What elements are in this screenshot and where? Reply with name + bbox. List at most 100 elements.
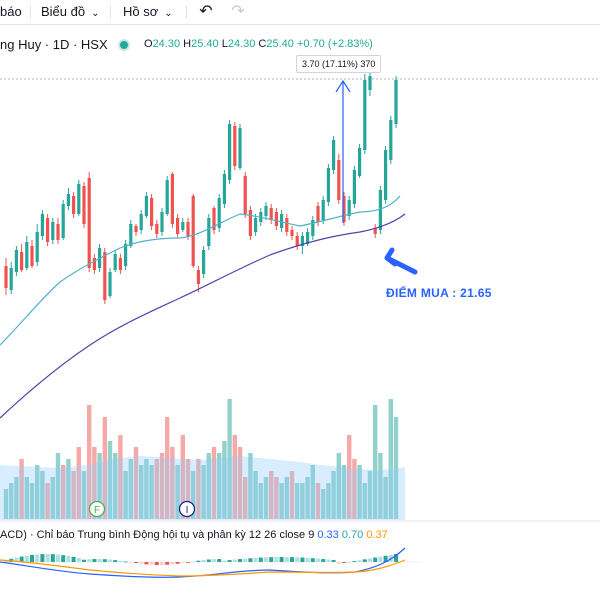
redo-icon[interactable]: ↷ [231,3,245,20]
macd-value-3: 0.37 [366,529,388,541]
volume-bar [139,465,144,519]
top-toolbar: báo Biểu đồ ⌄ Hồ sơ ⌄ ↶ ↷ [0,0,600,25]
macd-histogram-bar [30,554,34,562]
volume-bar [383,477,388,519]
volume-bar [165,417,170,519]
candle-body [4,266,8,288]
candle-body [358,148,362,176]
macd-value-2: 0.70 [341,529,364,541]
volume-bar [211,447,217,519]
volume-bar [274,477,279,519]
candle-body [186,222,190,236]
volume-bar [118,435,123,519]
macd-histogram-bar [295,557,300,562]
buy-point-annotation[interactable]: ĐIỂM MUA : 21.65 [386,286,492,300]
volume-bar [191,471,196,519]
candle-body [72,196,76,214]
macd-histogram-bar [165,562,170,565]
volume-bar [253,471,258,519]
macd-histogram-bar [227,560,232,562]
candle-body [248,210,252,236]
volume-bar [154,459,159,519]
volume-bar [87,405,92,519]
volume-bar [232,435,237,519]
candle-body [82,186,86,224]
volume-bar [315,483,321,519]
macd-histogram-bar [394,554,398,562]
volume-bar [81,471,87,519]
volume-bar [326,483,331,519]
volume-bar [97,453,102,519]
candle-body [191,196,195,266]
marker-f-label: F [94,505,100,516]
symbol-title[interactable]: ng Huy · 1D · HSX [0,37,108,52]
volume-bar [102,417,107,519]
volume-bar [50,477,55,519]
toolbar-divider [30,5,31,19]
change-value: +0.70 (+2.83%) [296,38,373,50]
macd-histogram-bar [87,559,92,562]
candle-body [103,252,107,300]
macd-histogram-bar [243,558,248,562]
volume-bar [373,405,378,519]
candle-body [311,220,315,236]
candle-body [92,258,96,270]
arrow-up-icon [335,79,351,93]
macd-histogram-bar [326,559,331,562]
menu-item-bao[interactable]: báo [0,4,22,19]
candle-body [124,244,128,266]
macd-histogram-bar [134,562,138,564]
chart-type-dropdown[interactable]: Biểu đồ ⌄ [41,4,99,20]
profile-label: Hồ sơ [123,4,159,19]
macd-histogram-bar [201,560,206,562]
macd-histogram-bar [139,562,144,564]
moving-average-fast [0,195,401,346]
ohlc-values: O24.30 H25.40 L24.30 C25.40 +0.70 (+2.83… [144,38,373,50]
undo-icon[interactable]: ↶ [199,3,213,20]
macd-histogram-bar [14,557,19,562]
buy-point-arrow-icon [384,247,418,275]
macd-histogram-bar [71,556,76,562]
macd-histogram-bar [19,556,24,562]
volume-bar [123,471,128,519]
macd-histogram-bar [113,560,118,562]
volume-bar [76,447,81,519]
profile-dropdown[interactable]: Hồ sơ ⌄ [123,4,173,20]
candle-body [108,272,112,296]
candle-body [40,214,44,236]
candle-body [35,232,39,262]
volume-bar [388,399,393,519]
chart-type-label: Biểu đồ [41,4,86,19]
candle-body [238,128,242,168]
macd-histogram-bar [50,554,55,562]
candle-body [150,198,154,226]
macd-histogram-bar [97,559,102,562]
candle-body [254,218,258,232]
volume-bar [107,441,113,519]
marker-i-icon[interactable] [178,500,196,518]
candles [4,72,398,304]
macd-title[interactable]: ACD) · Chỉ báo Trung bình Động hội tụ và… [0,529,246,541]
low-value: 24.30 [227,38,256,50]
macd-histogram-bar [186,562,190,563]
macd-histogram-bar [253,557,258,562]
candle-body [384,150,388,200]
candle-body [274,212,278,226]
macd-params: 12 26 close 9 [248,529,315,541]
volume-bar [45,483,50,519]
macd-value-1: 0.33 [317,529,339,541]
volume-bar [243,477,248,519]
volume-bar [206,453,211,519]
candle-body [217,198,221,228]
candle-body [212,208,216,230]
candle-body [134,226,138,232]
close-value: 25.40 [266,38,294,50]
macd-histogram-bar [144,562,149,565]
volume-bar [248,453,253,519]
macd-histogram-bar [160,562,164,565]
macd-histogram-bar [175,562,180,564]
marker-f-icon[interactable] [88,500,106,518]
macd-histogram-bar [357,560,362,562]
macd-histogram-bar [232,559,237,562]
